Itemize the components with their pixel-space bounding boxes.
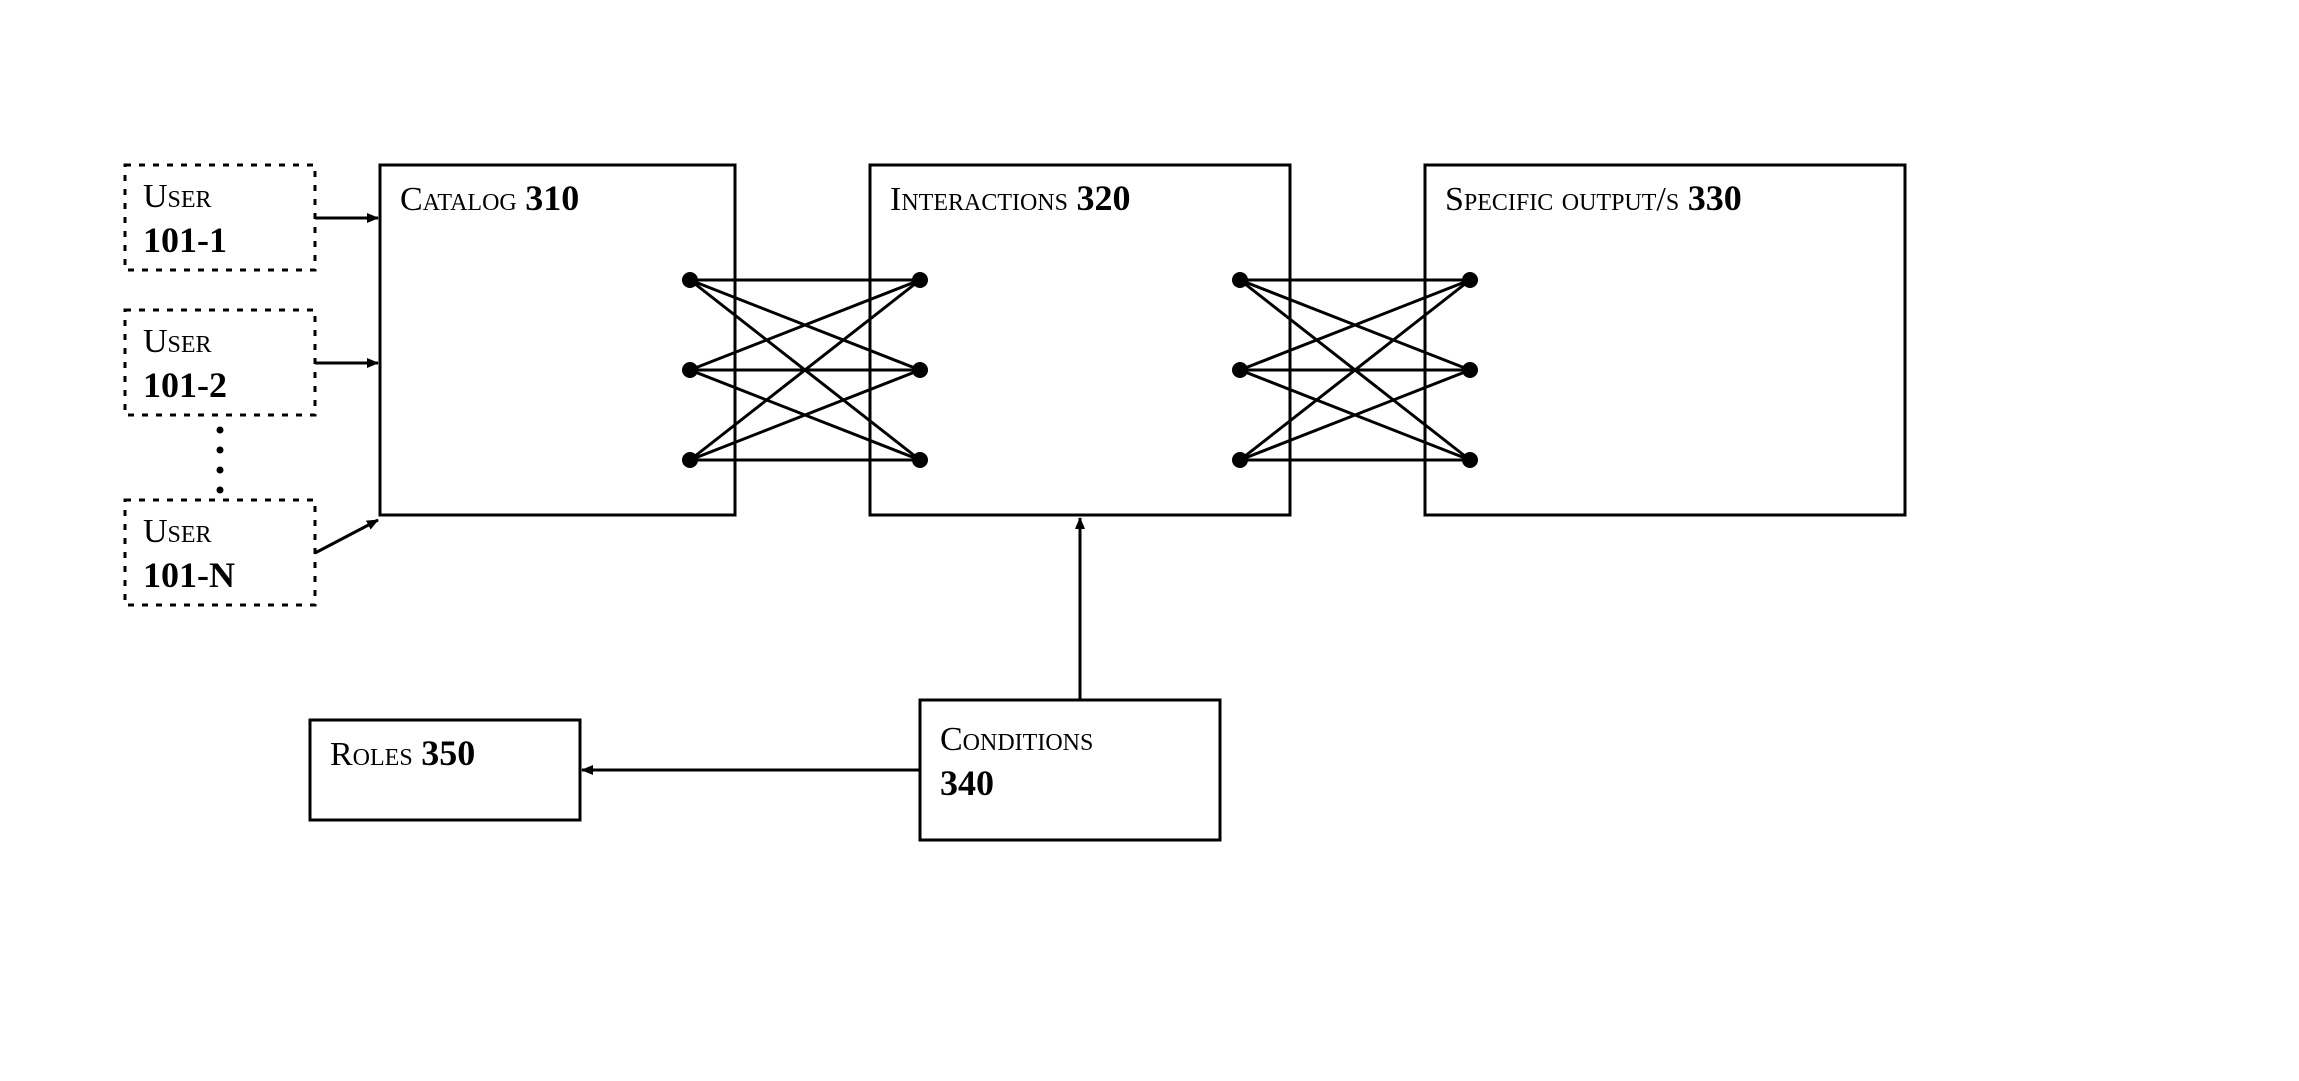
ellipsis-dot [217, 427, 224, 434]
user-label-2: User101-2 [143, 323, 227, 405]
ellipsis-dot [217, 487, 224, 494]
connection-dot [1462, 272, 1478, 288]
connection-dot [912, 362, 928, 378]
roles-label: Roles 350 [330, 733, 475, 773]
outputs-label: Specific output/s 330 [1445, 178, 1742, 218]
connection-dot [912, 272, 928, 288]
catalog-label: Catalog 310 [400, 178, 579, 218]
connection-dot [1232, 452, 1248, 468]
connection-dot [1462, 452, 1478, 468]
system-diagram: User101-1 User101-2 User101-N Catalog 310 In… [0, 0, 2299, 1081]
ellipsis-dot [217, 447, 224, 454]
connection-dot [912, 452, 928, 468]
connection-dot [682, 452, 698, 468]
connection-dot [1232, 362, 1248, 378]
connection-dot [1232, 272, 1248, 288]
interactions-label: Interactions 320 [890, 178, 1131, 218]
ellipsis-dot [217, 467, 224, 474]
connection-dot [682, 362, 698, 378]
conditions-label: Conditions340 [940, 721, 1093, 803]
arrow-user-catalog-3 [315, 520, 378, 553]
connection-dot [682, 272, 698, 288]
user-label-3: User101-N [143, 513, 235, 595]
user-label-1: User101-1 [143, 178, 227, 260]
connection-dot [1462, 362, 1478, 378]
